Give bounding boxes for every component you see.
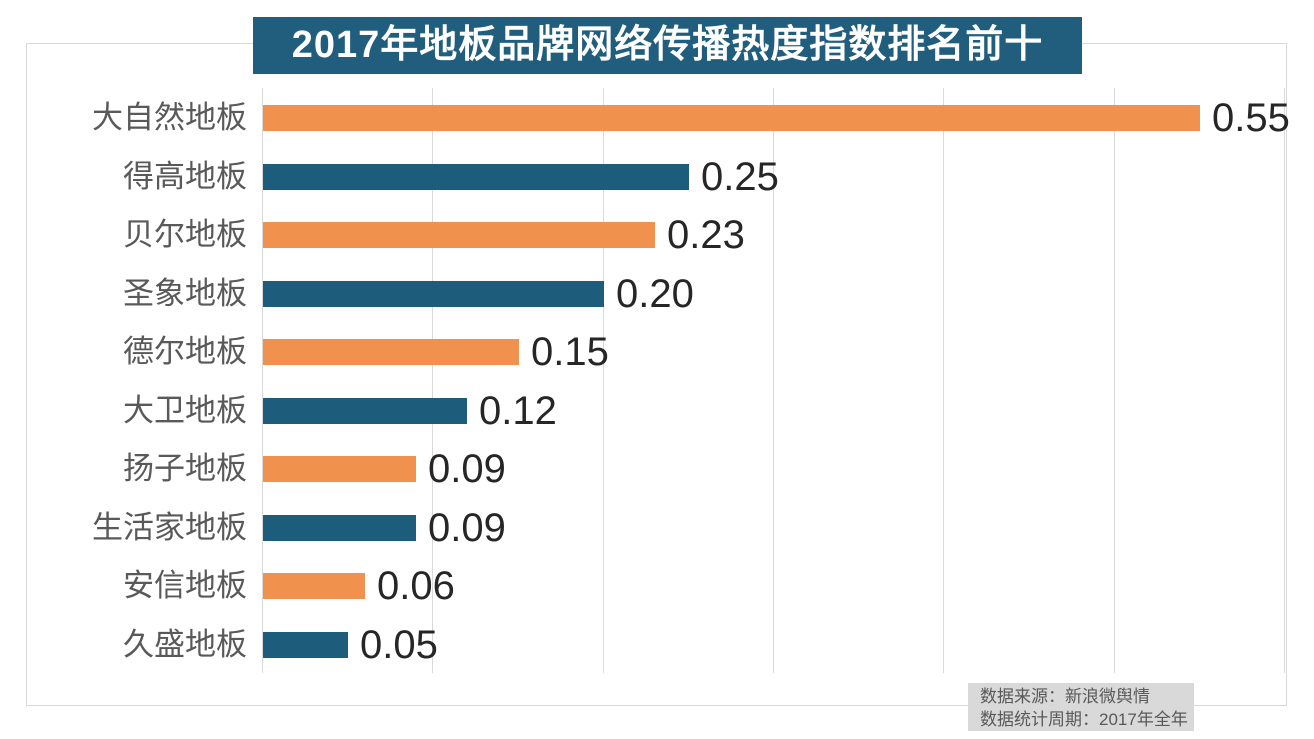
bar-value-label: 0.20 bbox=[616, 272, 694, 316]
category-label: 大自然地板 bbox=[92, 100, 247, 135]
gridline bbox=[773, 88, 774, 673]
source-line-2: 数据统计周期：2017年全年 bbox=[980, 710, 1188, 729]
gridline bbox=[943, 88, 944, 673]
category-label: 生活家地板 bbox=[92, 510, 247, 545]
chart-title: 2017年地板品牌网络传播热度指数排名前十 bbox=[253, 17, 1082, 74]
gridline bbox=[1114, 88, 1115, 673]
bar-value-label: 0.09 bbox=[428, 506, 506, 550]
gridline bbox=[1284, 88, 1285, 673]
bar-value-label: 0.09 bbox=[428, 447, 506, 491]
source-line-1: 数据来源：新浪微舆情 bbox=[980, 687, 1150, 706]
category-label: 得高地板 bbox=[123, 159, 247, 194]
source-note: 数据来源：新浪微舆情 数据统计周期：2017年全年 bbox=[968, 683, 1194, 731]
bar-value-label: 0.15 bbox=[531, 330, 609, 374]
gridline bbox=[432, 88, 433, 673]
bar-2 bbox=[263, 164, 689, 190]
category-label: 贝尔地板 bbox=[123, 217, 247, 252]
bar-7 bbox=[263, 456, 416, 482]
bar-4 bbox=[263, 281, 604, 307]
value-axis-line bbox=[262, 88, 263, 673]
bar-9 bbox=[263, 573, 365, 599]
category-label: 德尔地板 bbox=[123, 334, 247, 369]
chart-border bbox=[26, 43, 1287, 706]
bar-value-label: 0.25 bbox=[701, 155, 779, 199]
bar-6 bbox=[263, 398, 467, 424]
plot-area: 0.55 0.25 0.23 0.20 0.15 0.12 0.09 0.09 0.06 0.05 bbox=[262, 88, 1290, 673]
bar-value-label: 0.23 bbox=[667, 213, 745, 257]
category-axis: 大自然地板得高地板贝尔地板圣象地板德尔地板大卫地板扬子地板生活家地板安信地板久盛… bbox=[30, 88, 247, 673]
bar-1 bbox=[263, 105, 1200, 131]
gridline bbox=[603, 88, 604, 673]
category-label: 扬子地板 bbox=[123, 451, 247, 486]
category-label: 大卫地板 bbox=[123, 393, 247, 428]
bar-value-label: 0.05 bbox=[360, 623, 438, 667]
category-label: 安信地板 bbox=[123, 568, 247, 603]
bar-8 bbox=[263, 515, 416, 541]
bar-10 bbox=[263, 632, 348, 658]
bar-3 bbox=[263, 222, 655, 248]
bar-value-label: 0.06 bbox=[377, 564, 455, 608]
bar-value-label: 0.12 bbox=[479, 389, 557, 433]
bar-5 bbox=[263, 339, 519, 365]
category-label: 圣象地板 bbox=[123, 276, 247, 311]
bar-value-label: 0.55 bbox=[1212, 96, 1290, 140]
category-label: 久盛地板 bbox=[123, 627, 247, 662]
